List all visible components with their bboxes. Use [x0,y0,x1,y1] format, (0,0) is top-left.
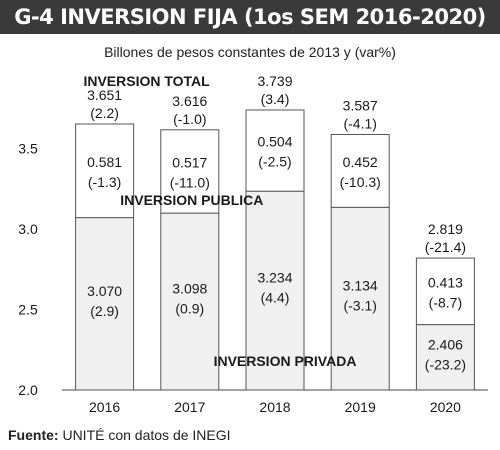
data-label-total-var: (3.4) [261,91,290,107]
data-label-total: 3.587 [343,97,378,113]
data-label-private-var: (0.9) [175,301,204,317]
data-label-public-var: (-11.0) [170,174,210,190]
y-tick-label: 2.5 [18,301,38,317]
data-label-public-var: (-8.7) [429,294,462,310]
data-label-private: 3.234 [257,270,292,286]
bar-private [75,217,135,391]
chart-subtitle: Billones de pesos constantes de 2013 y (… [104,44,396,60]
stacked-bar-chart: 2.0 2.5 3.0 3.5 3.070 (2.9) 0.581 (-1.3) 3.651 (2… [18,73,488,415]
x-tick-label: 2020 [430,399,461,415]
bar-public [75,123,135,219]
data-label-total: 3.616 [172,93,207,109]
y-tick-label: 2.0 [18,382,38,398]
bar-private [330,206,390,391]
data-label-private: 3.098 [172,281,207,297]
data-label-public-var: (-10.3) [340,174,381,190]
data-label-public-var: (-1.3) [88,174,121,190]
data-label-total: 2.819 [428,221,463,237]
data-label-public: 0.504 [257,134,292,150]
data-label-public: 0.581 [87,154,122,170]
data-label-private-var: (-3.1) [343,298,376,314]
bar-public [330,133,390,208]
x-tick-label: 2018 [259,399,290,415]
x-tick-label: 2016 [89,399,120,415]
bar-public [245,109,305,192]
series-label-private: INVERSION PRIVADA [214,353,357,369]
data-label-private-var: (-23.2) [425,356,466,372]
data-label-public: 0.452 [343,154,378,170]
y-tick-label: 3.0 [18,221,38,237]
series-label-total: INVERSION TOTAL [83,73,210,89]
data-label-public-var: (-2.5) [258,154,291,170]
data-label-total: 3.651 [87,87,122,103]
series-label-public: INVERSION PUBLICA [120,192,263,208]
bar-private [415,324,475,391]
data-label-private: 2.406 [428,336,463,352]
source-note: Fuente: UNITÉ con datos de INEGI [8,427,231,443]
data-label-private: 3.134 [343,278,378,294]
data-label-private-var: (4.4) [261,290,290,306]
data-label-public: 0.413 [428,274,463,290]
x-tick-label: 2019 [345,399,376,415]
x-tick-label: 2017 [174,399,205,415]
bar-public [415,257,475,326]
bar-public [160,129,220,214]
data-label-private: 3.070 [87,283,122,299]
data-label-total-var: (2.2) [90,105,119,121]
source-text: UNITÉ con datos de INEGI [62,427,231,443]
data-label-public: 0.517 [172,154,207,170]
y-tick-label: 3.5 [18,140,38,156]
data-label-total-var: (-1.0) [173,111,206,127]
data-label-total: 3.739 [257,73,292,89]
chart-title: G-4 INVERSION FIJA (1os SEM 2016-2020) [0,0,500,34]
data-label-total-var: (-21.4) [425,239,466,255]
source-label: Fuente: [8,427,59,443]
data-label-private-var: (2.9) [90,303,119,319]
data-label-total-var: (-4.1) [343,115,376,131]
bar-private [245,190,305,391]
